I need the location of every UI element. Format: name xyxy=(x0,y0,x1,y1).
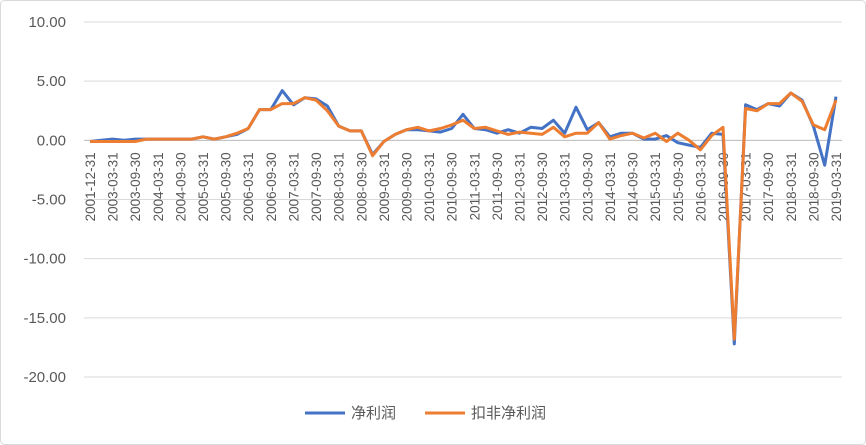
x-tick-label: 2007-09-30 xyxy=(309,152,324,221)
legend-label: 扣非净利润 xyxy=(471,405,546,422)
x-tick-label: 2008-03-31 xyxy=(332,152,347,221)
y-tick-label: -15.00 xyxy=(23,310,66,327)
x-tick-label: 2018-03-31 xyxy=(784,152,799,221)
x-tick-label: 2006-09-30 xyxy=(264,152,279,221)
series-line xyxy=(90,91,838,341)
x-tick-label: 2001-12-31 xyxy=(83,152,98,221)
x-tick-label: 2014-09-30 xyxy=(626,152,641,221)
x-tick-label: 2005-03-31 xyxy=(196,152,211,221)
x-tick-label: 2013-03-31 xyxy=(558,152,573,221)
y-tick-label: -10.00 xyxy=(23,251,66,268)
x-tick-label: 2011-09-30 xyxy=(490,152,505,220)
y-tick-label: 5.00 xyxy=(37,73,66,90)
x-tick-label: 2009-09-30 xyxy=(399,152,414,221)
x-tick-label: 2018-09-30 xyxy=(806,152,821,221)
x-tick-label: 2016-03-31 xyxy=(693,152,708,221)
x-tick-label: 2017-09-30 xyxy=(761,152,776,221)
x-tick-label: 2009-03-31 xyxy=(377,152,392,221)
x-tick-label: 2014-03-31 xyxy=(603,152,618,221)
y-tick-label: -5.00 xyxy=(32,192,66,209)
x-tick-label: 2004-09-30 xyxy=(173,152,188,221)
x-tick-label: 2008-09-30 xyxy=(354,152,369,221)
x-tick-label: 2005-09-30 xyxy=(219,152,234,221)
x-tick-label: 2003-03-31 xyxy=(106,152,121,221)
x-tick-label: 2010-09-30 xyxy=(445,152,460,221)
x-tick-label: 2004-03-31 xyxy=(151,152,166,221)
x-tick-label: 2012-03-31 xyxy=(513,152,528,221)
x-tick-label: 2011-03-31 xyxy=(467,152,482,220)
x-tick-label: 2006-03-31 xyxy=(241,152,256,221)
y-tick-label: 0.00 xyxy=(37,132,66,149)
x-tick-label: 2015-03-31 xyxy=(648,152,663,221)
legend-label: 净利润 xyxy=(351,405,396,422)
x-tick-label: 2019-03-31 xyxy=(829,152,844,221)
x-tick-label: 2007-03-31 xyxy=(286,152,301,221)
x-tick-label: 2013-09-30 xyxy=(580,152,595,221)
y-tick-label: -20.00 xyxy=(23,369,66,386)
x-tick-label: 2015-09-30 xyxy=(671,152,686,221)
x-tick-label: 2012-09-30 xyxy=(535,152,550,221)
x-tick-label: 2010-03-31 xyxy=(422,152,437,221)
y-tick-label: 10.00 xyxy=(28,14,66,31)
x-tick-label: 2003-09-30 xyxy=(128,152,143,221)
